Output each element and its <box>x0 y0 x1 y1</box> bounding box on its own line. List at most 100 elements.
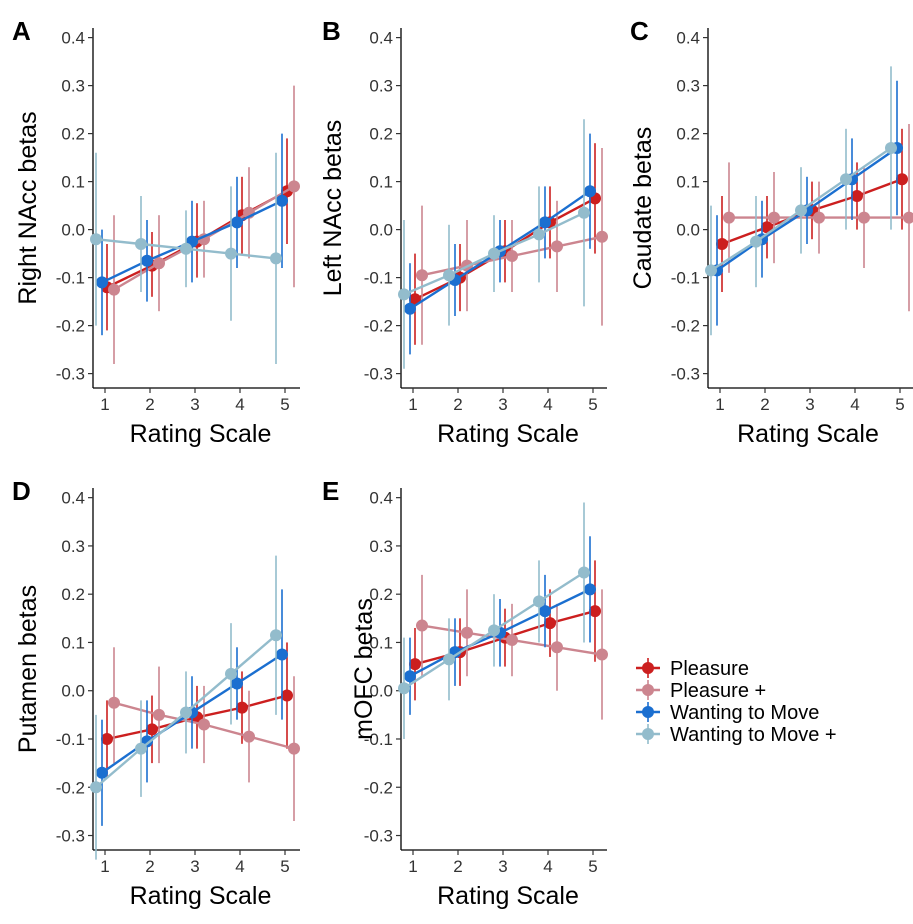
legend-key-point <box>642 684 654 696</box>
series-wanting-to-move-plus <box>398 119 590 369</box>
y-tick-label: 0.0 <box>369 221 393 240</box>
data-point <box>398 682 410 695</box>
x-tick-label: 2 <box>453 395 462 414</box>
y-tick-label: -0.1 <box>364 269 393 288</box>
data-point <box>141 254 153 267</box>
data-point <box>153 257 165 270</box>
data-point <box>551 240 563 253</box>
data-point <box>416 269 428 282</box>
data-point <box>135 238 147 250</box>
x-tick-label: 4 <box>850 395 859 414</box>
x-tick-label: 1 <box>715 395 724 414</box>
x-tick-label: 3 <box>805 395 814 414</box>
y-tick-label: 0.4 <box>676 29 700 48</box>
data-point <box>153 708 165 721</box>
data-point <box>96 766 108 779</box>
series-pleasure-plus <box>108 85 300 364</box>
data-point <box>795 204 807 217</box>
data-point <box>723 211 735 224</box>
x-tick-label: 2 <box>145 857 154 876</box>
y-axis-title: Left NAcc betas <box>319 120 347 296</box>
x-tick-label: 5 <box>588 395 597 414</box>
legend-key-point <box>642 706 654 718</box>
data-point <box>885 142 897 154</box>
y-tick-label: 0.3 <box>676 77 700 96</box>
y-tick-label: 0.3 <box>369 77 393 96</box>
data-point <box>506 634 518 647</box>
y-tick-label: -0.1 <box>56 269 85 288</box>
y-tick-label: -0.3 <box>56 827 85 846</box>
data-point <box>578 206 590 219</box>
data-point <box>231 216 243 229</box>
y-tick-label: 0.2 <box>676 125 700 144</box>
data-point <box>288 180 300 193</box>
data-point <box>225 667 237 680</box>
x-tick-label: 4 <box>543 857 552 876</box>
y-tick-label: 0.2 <box>369 125 393 144</box>
y-tick-label: 0.0 <box>369 682 393 701</box>
data-point <box>276 648 288 661</box>
data-point <box>851 190 863 202</box>
data-point <box>409 293 421 306</box>
data-point <box>596 230 608 243</box>
y-tick-label: 0.4 <box>369 29 393 48</box>
data-point <box>488 247 500 260</box>
data-point <box>813 211 825 224</box>
series-pleasure <box>101 138 293 331</box>
y-tick-label: -0.2 <box>364 778 393 797</box>
data-point <box>146 723 158 736</box>
y-tick-label: -0.3 <box>364 827 393 846</box>
x-tick-label: 3 <box>498 857 507 876</box>
y-tick-label: 0.4 <box>61 489 85 508</box>
x-tick-label: 4 <box>235 857 244 876</box>
x-axis-title: Rating Scale <box>437 882 579 910</box>
y-tick-label: 0.4 <box>369 489 393 508</box>
legend-item-wanting-to-move-plus: Wanting to Move + <box>636 724 837 746</box>
y-tick-label: 0.2 <box>61 585 85 604</box>
series-pleasure-plus <box>416 574 608 720</box>
data-point <box>443 269 455 282</box>
x-tick-label: 3 <box>190 395 199 414</box>
y-tick-label: 0.1 <box>369 173 393 192</box>
data-point <box>443 653 455 666</box>
data-point <box>288 742 300 755</box>
panel-a: A -0.3 -0.2 -0.1 0.0 0.1 0.2 0.3 0.4 1 2 3 4 5 Rating … <box>12 16 300 448</box>
x-tick-label: 1 <box>100 857 109 876</box>
data-point <box>231 677 243 690</box>
y-axis-title: Putamen betas <box>14 585 42 753</box>
panel-letter: C <box>630 16 649 46</box>
y-axis-title: Caudate betas <box>629 127 657 290</box>
y-tick-label: 0.0 <box>676 221 700 240</box>
y-tick-label: 0.1 <box>61 633 85 652</box>
data-point <box>716 238 728 250</box>
y-tick-label: -0.1 <box>671 269 700 288</box>
x-tick-label: 5 <box>280 857 289 876</box>
y-tick-label: -0.3 <box>56 365 85 384</box>
y-tick-label: 0.0 <box>61 682 85 701</box>
series-pleasure-plus <box>723 124 913 312</box>
x-tick-label: 5 <box>280 395 289 414</box>
data-point <box>198 718 210 731</box>
x-axis-title: Rating Scale <box>437 420 579 448</box>
y-tick-label: 0.3 <box>61 77 85 96</box>
y-tick-label: 0.0 <box>61 221 85 240</box>
data-point <box>506 250 518 262</box>
panel-c: C -0.3 -0.2 -0.1 0.0 0.1 0.2 0.3 0.4 1 2 3 4 5 Rating … <box>629 16 913 448</box>
legend-label: Wanting to Move <box>670 702 819 724</box>
series-wanting-to-move-plus <box>90 555 282 860</box>
data-point <box>108 696 120 709</box>
x-axis-title: Rating Scale <box>737 420 879 448</box>
data-point <box>858 211 870 224</box>
data-point <box>705 264 717 277</box>
x-tick-label: 1 <box>408 857 417 876</box>
y-tick-label: -0.1 <box>364 730 393 749</box>
y-tick-label: 0.1 <box>61 173 85 192</box>
data-point <box>398 288 410 301</box>
data-point <box>544 617 556 630</box>
data-point <box>180 706 192 719</box>
x-axis-title: Rating Scale <box>130 420 272 448</box>
panel-b: B -0.3 -0.2 -0.1 0.0 0.1 0.2 0.3 0.4 1 2 3 4 5 Rating … <box>319 16 608 448</box>
series-wanting-to-move <box>711 80 903 326</box>
data-point <box>761 221 773 234</box>
